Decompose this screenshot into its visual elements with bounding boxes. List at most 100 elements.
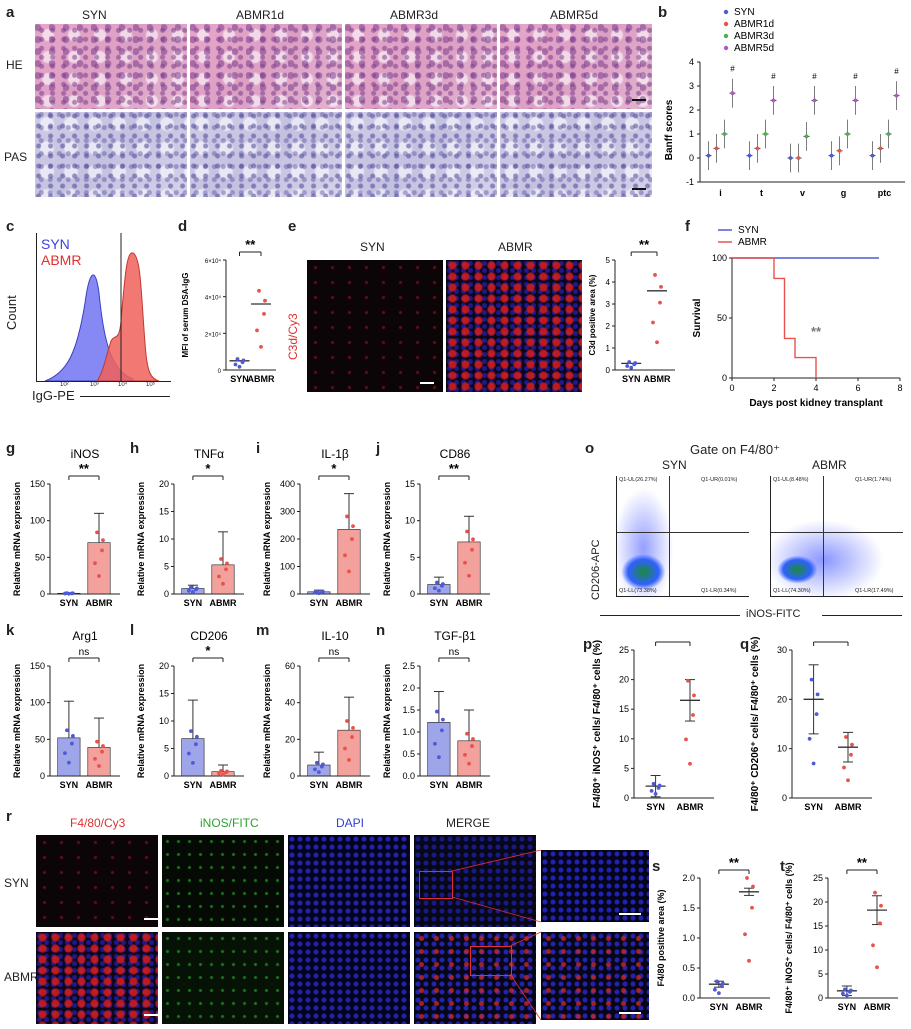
data-point xyxy=(262,312,266,316)
survival-line-abmr xyxy=(732,257,817,378)
data-point xyxy=(350,735,354,739)
y-tick-label: 1 xyxy=(606,344,611,353)
data-point xyxy=(745,876,749,880)
data-point xyxy=(875,965,879,970)
significance-label: * xyxy=(205,643,211,658)
data-point xyxy=(688,761,692,766)
o-xlabel-line xyxy=(600,615,740,616)
if-abmr-merge xyxy=(414,932,536,1024)
x-tick-label: SYN xyxy=(430,598,449,608)
y-axis-label: Relative mRNA expression xyxy=(262,664,272,778)
significance-label: ns xyxy=(79,647,90,658)
bar-syn xyxy=(57,737,81,777)
data-point xyxy=(93,561,97,566)
data-point xyxy=(221,581,225,586)
a-col-abmr3d: ABMR3d xyxy=(390,8,439,22)
data-point xyxy=(796,156,801,160)
pas-scale-bar xyxy=(632,188,646,190)
data-point xyxy=(651,320,655,325)
banff-ylabel: Banff scores xyxy=(664,99,675,160)
y-tick-label: 4×10⁴ xyxy=(205,295,222,302)
y-axis-label: F4/80 positive area (%) xyxy=(656,889,666,986)
y-tick-label: 2 xyxy=(606,322,611,331)
if-syn-inos xyxy=(162,835,284,927)
flow-plot-syn: Q1-UL(26.27%) Q1-UR(0.01%) Q1-LL(73.38%)… xyxy=(616,476,749,597)
x-tick-label: ABMR xyxy=(736,1002,763,1012)
c3d-syn-image xyxy=(307,260,443,392)
x-tick-label: ABMR xyxy=(456,780,483,790)
data-point xyxy=(467,573,471,578)
data-point xyxy=(829,153,834,158)
y-tick-label: 1.0 xyxy=(682,933,695,943)
y-axis-label: F4/80⁺ CD206⁺ cells/ F4/80⁺ cells (%) xyxy=(750,637,761,812)
significance-label: * xyxy=(205,461,211,476)
x-tick-label: SYN xyxy=(184,780,203,790)
pas-abmr1d-image xyxy=(190,112,342,197)
significance-label: ns xyxy=(329,647,340,658)
panel-letter-r: r xyxy=(6,808,12,825)
r-col-merge: MERGE xyxy=(446,816,491,830)
y-tick-label: 60 xyxy=(285,661,295,671)
data-point xyxy=(837,148,842,153)
bar-abmr xyxy=(337,529,361,595)
y-axis-label: F4/80⁺ iNOS⁺ cells/ F4/80⁺ cells (%) xyxy=(592,640,603,808)
data-point xyxy=(853,98,858,103)
data-point xyxy=(815,692,820,697)
data-point xyxy=(317,591,321,596)
y-tick-label: 20 xyxy=(813,897,823,907)
data-point xyxy=(233,362,238,367)
data-point xyxy=(842,765,846,770)
panel-letter-s: s xyxy=(652,858,661,875)
data-point xyxy=(657,783,662,788)
y-tick-label: 4 xyxy=(689,57,694,67)
he-syn-image xyxy=(35,24,187,109)
data-point xyxy=(217,771,221,776)
y-tick-label: 10 xyxy=(777,744,787,754)
y-tick-label: 50 xyxy=(35,552,45,562)
data-point xyxy=(686,678,690,683)
if-syn-zoom xyxy=(541,850,649,922)
data-point xyxy=(97,574,101,578)
x-tick-label: ABMR xyxy=(864,1002,891,1012)
x-tick-label: ABMR xyxy=(86,780,113,790)
legend-label: ABMR xyxy=(738,237,767,248)
o-xlabel-line-right xyxy=(822,615,902,616)
data-point xyxy=(187,588,191,593)
annotation: # xyxy=(894,67,899,76)
e-stain-label: C3d/Cy3 xyxy=(286,313,300,360)
y-tick-label: 10 xyxy=(405,516,415,526)
x-tick-label: SYN xyxy=(310,598,329,608)
pas-abmr3d-image xyxy=(345,112,497,197)
data-point xyxy=(845,132,850,136)
y-tick-label: 3 xyxy=(606,300,611,309)
panel-letter-i: i xyxy=(256,440,261,457)
y-axis-label: F4/80⁺ iNOS⁺ cells/ F4/80⁺ cells (%) xyxy=(784,862,794,1013)
x-tick-label: SYN xyxy=(60,598,79,608)
data-point xyxy=(347,569,351,574)
data-point xyxy=(225,769,229,774)
y-tick-label: 20 xyxy=(159,479,169,489)
he-abmr5d-image xyxy=(500,24,652,109)
data-point xyxy=(659,284,663,289)
o-title: Gate on F4/80⁺ xyxy=(690,442,780,457)
y-tick-label: 5 xyxy=(164,744,169,754)
data-point xyxy=(321,589,325,594)
chart-title: TGF-β1 xyxy=(434,629,476,643)
data-point xyxy=(844,735,848,739)
data-point xyxy=(658,300,662,305)
data-point xyxy=(878,146,883,151)
data-point xyxy=(71,734,75,738)
x-tick-label: ABMR xyxy=(336,598,363,608)
significance-label: ** xyxy=(449,461,460,476)
c-tick: 10⁵ xyxy=(146,382,156,388)
data-point xyxy=(471,537,475,542)
bar-abmr xyxy=(457,740,481,777)
data-point xyxy=(225,561,229,566)
chart-f480-area: F4/80 positive area (%) 0.0 0.5 1.0 1.5 2.0 SY… xyxy=(656,858,770,1012)
y-tick-label: 0 xyxy=(722,373,727,383)
data-point xyxy=(717,991,721,996)
if-abmr-inos xyxy=(162,932,284,1024)
y-tick-label: 200 xyxy=(280,534,295,544)
panel-letter-j: j xyxy=(376,440,381,457)
chart-inos: iNOS Relative mRNA expression 0 50 100 150 SYN… xyxy=(12,447,120,608)
